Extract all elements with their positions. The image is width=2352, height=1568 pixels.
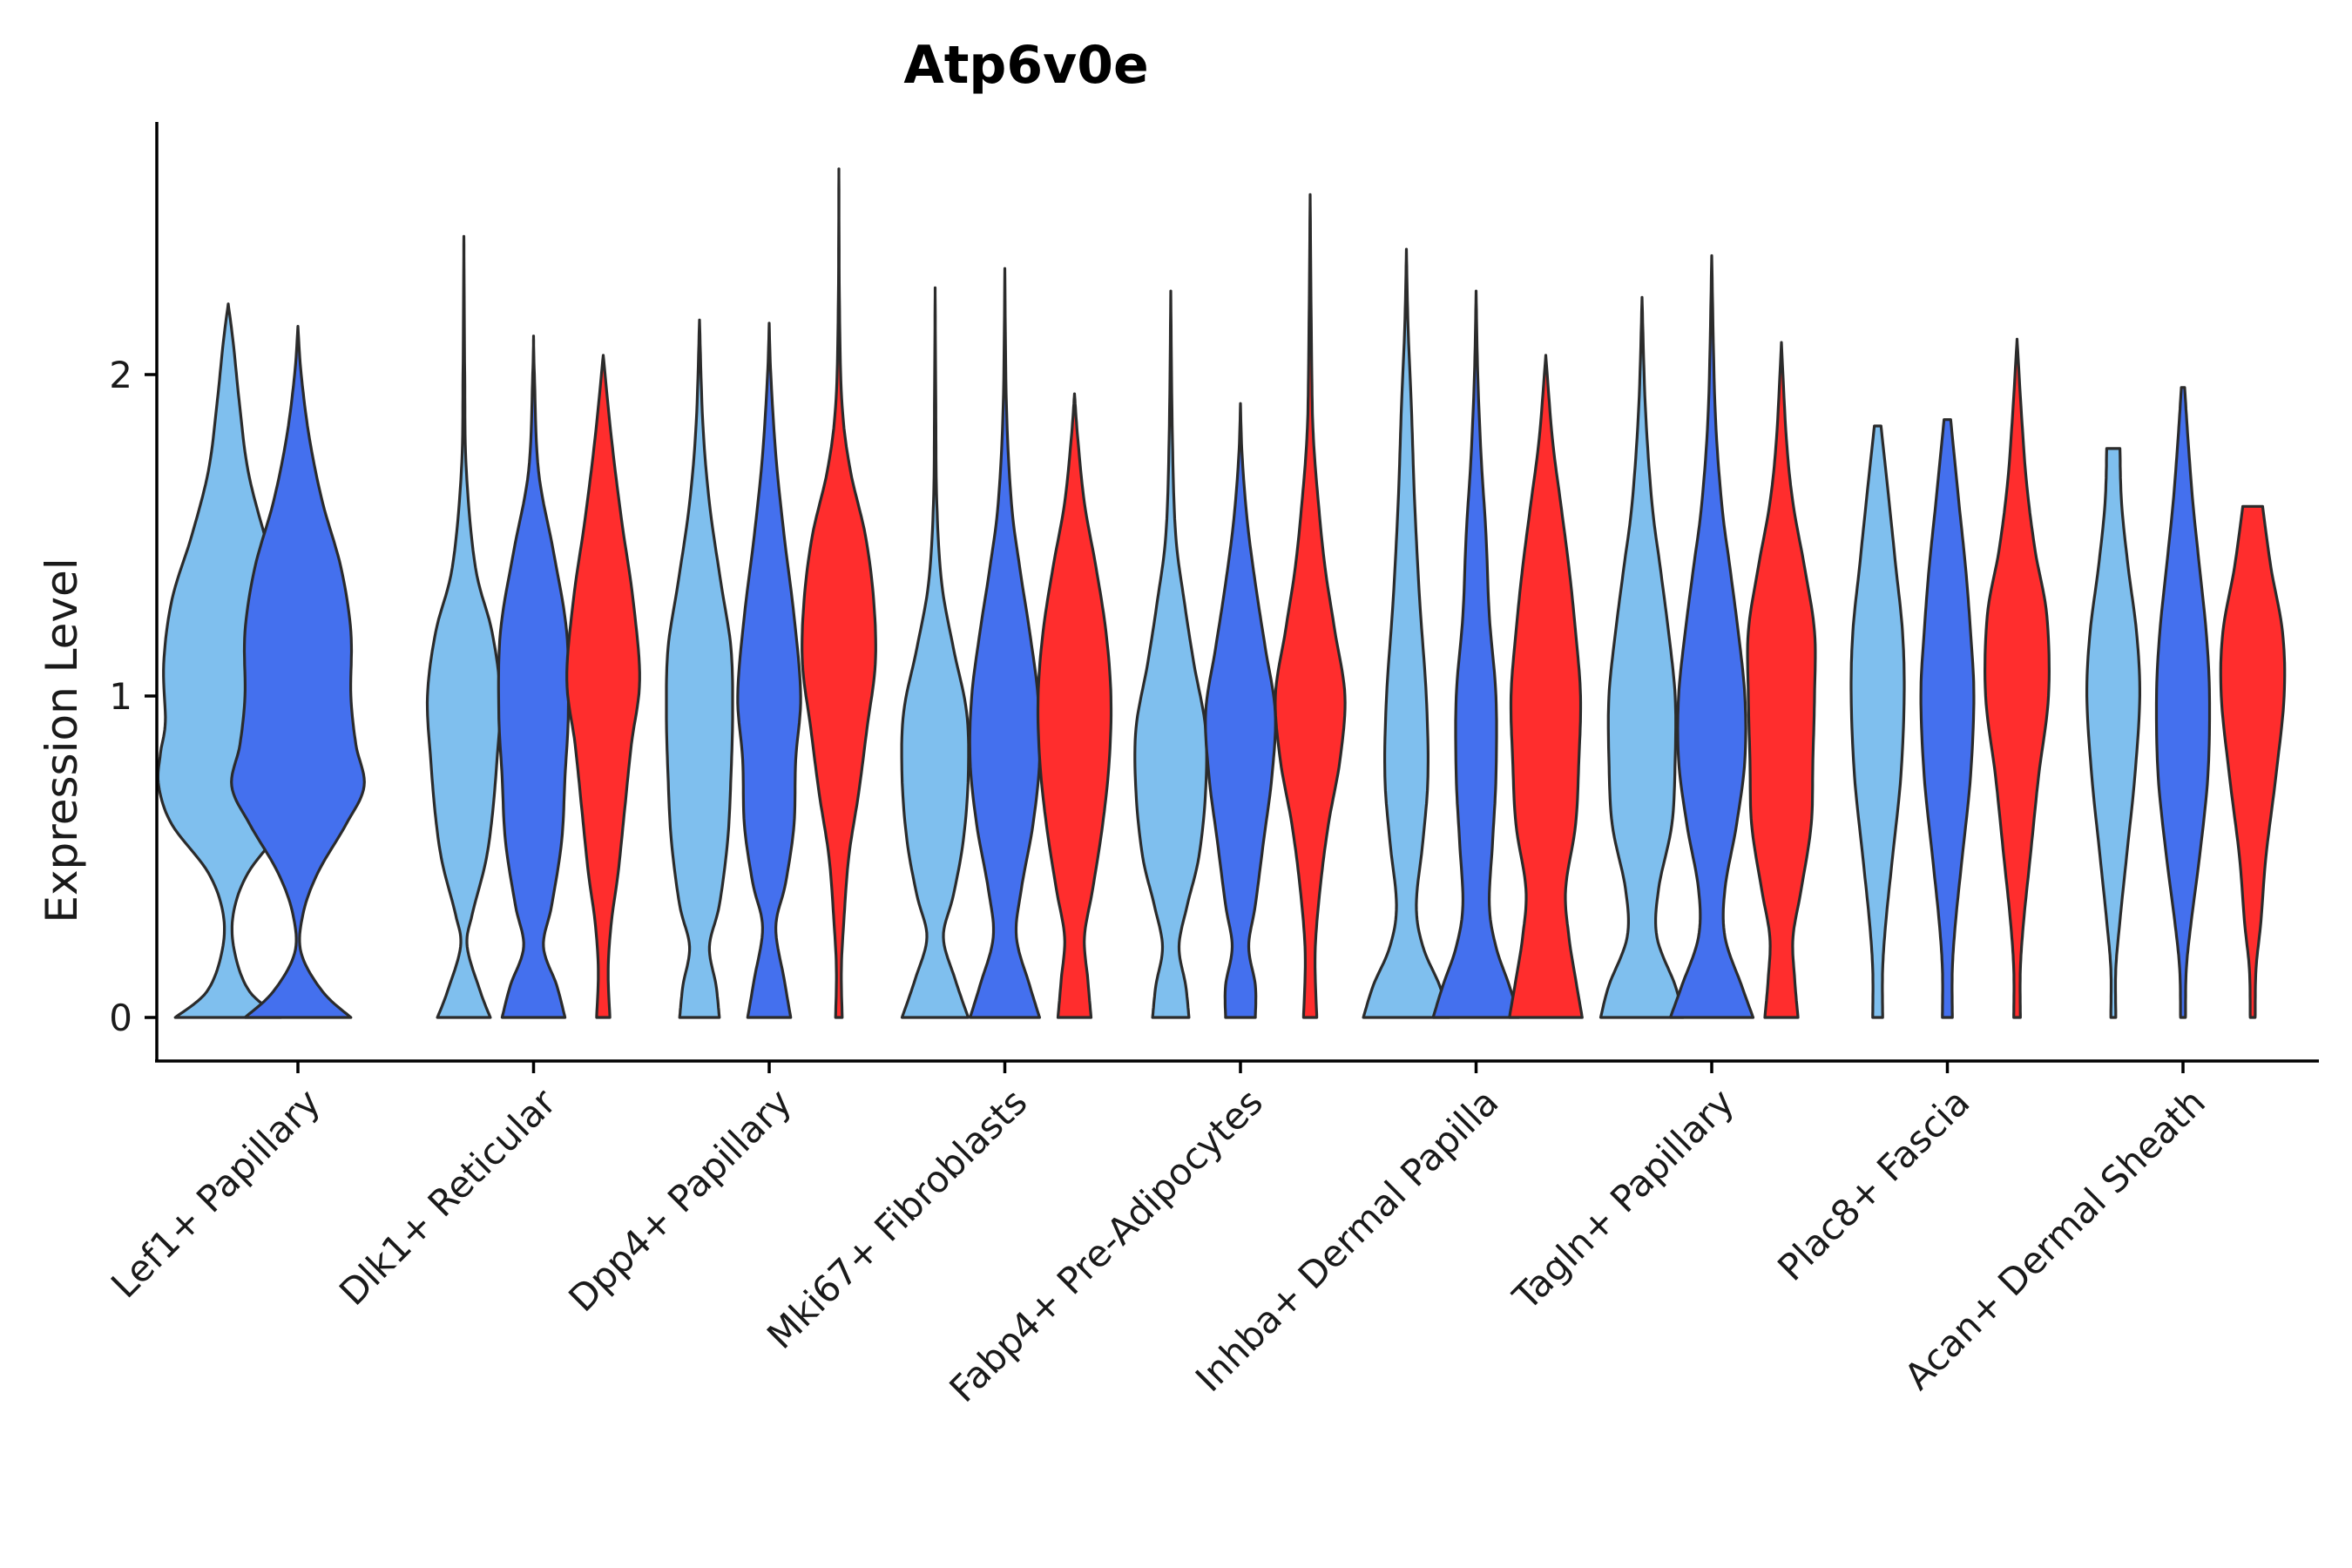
violin-group [156,167,2287,1019]
violin-4-1 [1204,402,1277,1019]
violin-2-1 [736,321,802,1019]
violin-2-0 [665,318,734,1019]
axes [155,122,2319,1063]
violin-8-2 [2219,504,2287,1019]
y-tick-label: 2 [109,354,132,396]
violin-0-1 [230,325,366,1019]
violin-7-0 [1849,424,1906,1019]
violin-6-0 [1598,295,1686,1019]
violin-6-2 [1746,341,1817,1019]
y-ticks: 0 1 2 [109,354,157,1039]
violin-4-0 [1133,289,1208,1019]
y-axis-label: Expression Level [37,558,87,923]
violin-5-2 [1508,354,1584,1019]
violin-7-2 [1984,337,2051,1019]
violin-3-2 [1036,392,1113,1019]
violin-1-2 [565,354,641,1019]
violin-2-2 [801,167,877,1019]
violin-1-0 [425,234,503,1019]
violin-6-1 [1668,253,1755,1019]
x-tick-label: Dlk1+ Reticular [331,1080,564,1314]
y-tick-label: 0 [109,997,132,1039]
x-tick-label: Lef1+ Papillary [103,1080,328,1306]
x-tick-label: Mki67+ Fibroblasts [759,1080,1035,1356]
chart-title: Atp6v0e [903,35,1148,96]
violin-5-0 [1362,247,1451,1019]
x-tick-label: Plac8+ Fascia [1769,1080,1977,1288]
x-tick-label: Dpp4+ Papillary [560,1080,800,1320]
violin-3-1 [968,267,1042,1019]
violin-4-2 [1274,193,1347,1019]
violin-8-1 [2154,386,2212,1019]
violin-8-0 [2085,447,2141,1019]
violin-1-1 [497,335,571,1019]
violin-5-1 [1431,289,1521,1019]
x-tick-label: Tagln+ Papillary [1504,1080,1742,1318]
y-tick-label: 1 [109,675,132,718]
violin-7-1 [1919,418,1976,1019]
violin-3-0 [900,286,970,1019]
